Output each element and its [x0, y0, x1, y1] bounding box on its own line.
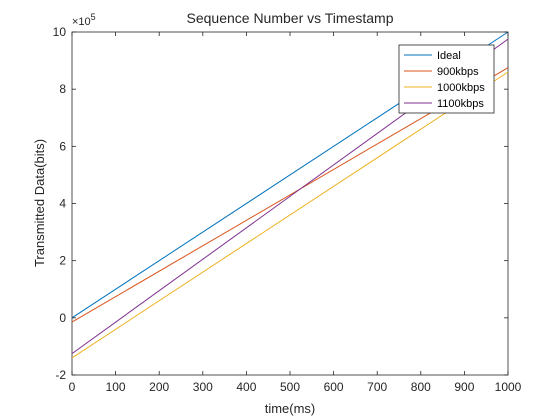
y-tick-label: 6 [59, 139, 66, 153]
x-tick-label: 400 [236, 380, 256, 394]
y-tick-label: 0 [59, 311, 66, 325]
y-tick-label: 4 [59, 197, 66, 211]
y-axis: -2 0 2 4 6 8 10 [53, 25, 508, 382]
x-tick-label: 100 [106, 380, 126, 394]
y-exponent-label: ×105 [72, 12, 96, 28]
y-exponent-base: ×10 [72, 16, 91, 28]
x-tick-label: 500 [280, 380, 300, 394]
y-tick-label: -2 [55, 368, 66, 382]
legend-label-1100kbps: 1100kbps [437, 98, 484, 110]
legend-label-ideal: Ideal [437, 50, 461, 62]
x-tick-label: 600 [324, 380, 344, 394]
y-tick-label: 2 [59, 254, 66, 268]
x-tick-label: 300 [193, 380, 213, 394]
legend-box [398, 44, 495, 114]
y-tick-label: 8 [59, 82, 66, 96]
y-exponent-power: 5 [91, 12, 96, 22]
x-tick-label: 800 [411, 380, 431, 394]
x-tick-label: 0 [69, 380, 76, 394]
chart-title: Sequence Number vs Timestamp [187, 10, 394, 26]
series-line-1000kbps [71, 71, 509, 359]
x-tick-label: 700 [367, 380, 387, 394]
y-axis-label: Transmitted Data(bits) [32, 139, 47, 267]
x-tick-label: 200 [149, 380, 169, 394]
x-axis-label: time(ms) [265, 401, 316, 416]
legend-label-1000kbps: 1000kbps [437, 82, 485, 94]
legend: Ideal 900kbps 1000kbps 1100kbps [398, 44, 495, 114]
x-axis: 0 100 200 300 400 500 600 700 800 900 1000 [69, 32, 522, 394]
y-tick-label: 10 [53, 25, 67, 39]
x-tick-label: 900 [454, 380, 474, 394]
legend-label-900kbps: 900kbps [437, 66, 479, 78]
x-tick-label: 1000 [495, 380, 522, 394]
